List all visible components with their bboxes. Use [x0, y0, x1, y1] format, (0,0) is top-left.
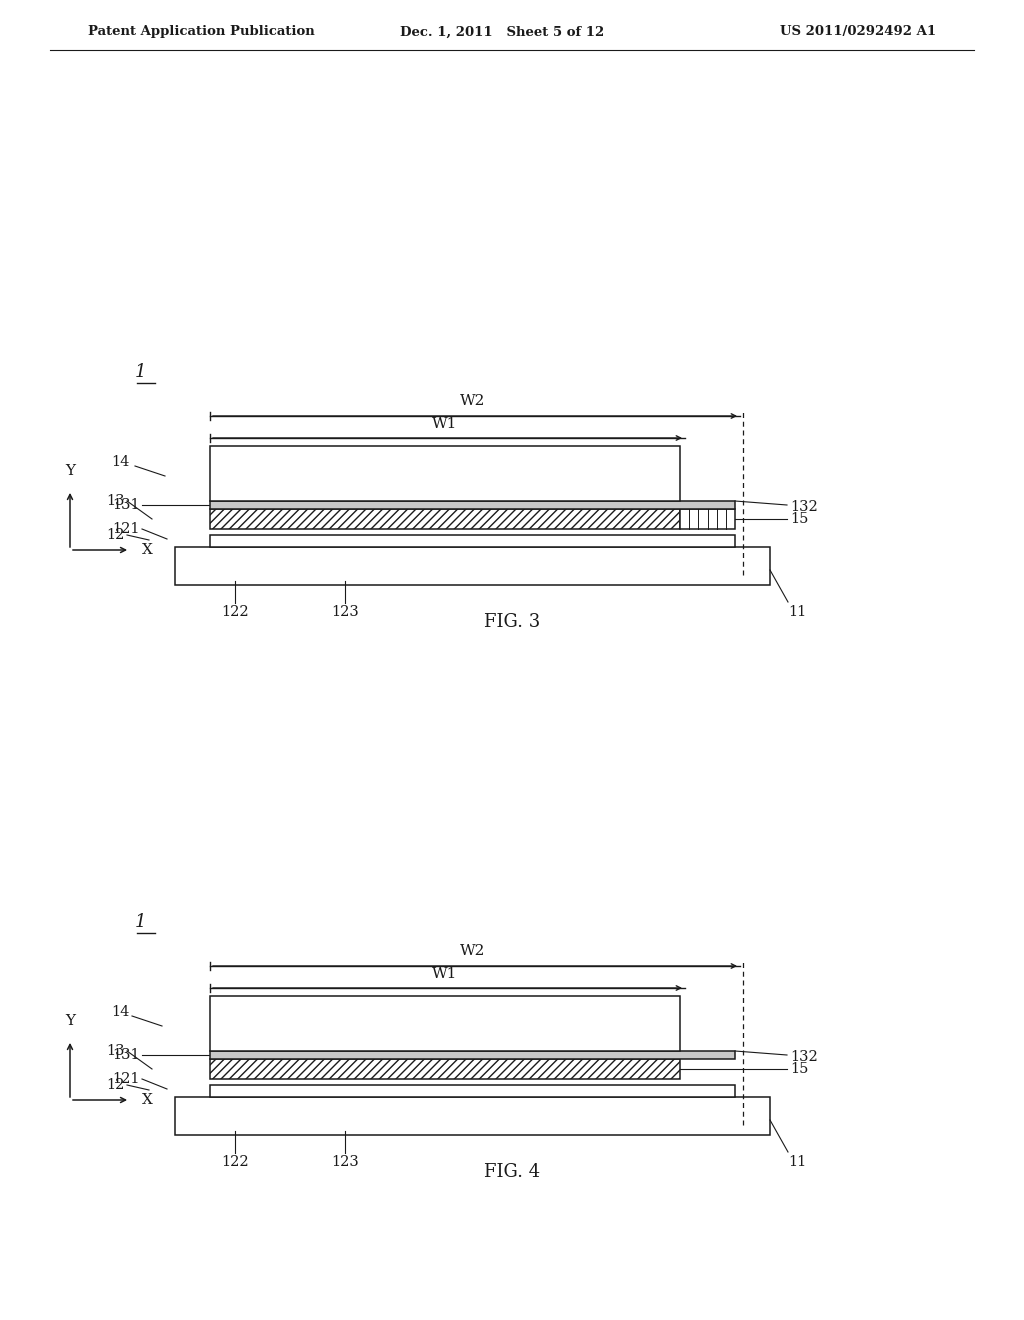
Text: FIG. 3: FIG. 3 [484, 612, 540, 631]
Text: 123: 123 [331, 605, 358, 619]
Bar [175, 546, 770, 585]
Text: 11: 11 [788, 1155, 806, 1170]
Bar [175, 1097, 770, 1135]
Text: 132: 132 [790, 500, 818, 513]
Text: X: X [142, 543, 153, 557]
Text: 133: 133 [326, 462, 354, 477]
Text: 1: 1 [135, 913, 146, 931]
Text: 122: 122 [221, 605, 249, 619]
Text: 12: 12 [106, 1078, 125, 1092]
Text: 13: 13 [106, 494, 125, 508]
Text: 11: 11 [788, 605, 806, 619]
Text: Y: Y [65, 1014, 75, 1028]
Text: 123: 123 [331, 1155, 358, 1170]
Text: W2: W2 [460, 944, 485, 958]
Bar [680, 510, 735, 529]
Text: 133: 133 [326, 1012, 354, 1026]
Text: 131: 131 [113, 498, 140, 512]
Bar [210, 535, 735, 546]
Text: 1: 1 [135, 363, 146, 381]
Text: 15: 15 [790, 1063, 808, 1076]
Bar [210, 1059, 680, 1078]
Text: X: X [142, 1093, 153, 1107]
Text: 131: 131 [113, 1048, 140, 1063]
Text: 122: 122 [221, 1155, 249, 1170]
Bar [210, 510, 680, 529]
Text: 121: 121 [113, 521, 140, 536]
Text: W1: W1 [432, 417, 458, 432]
Text: Patent Application Publication: Patent Application Publication [88, 25, 314, 38]
Bar [210, 502, 735, 510]
Text: 121: 121 [113, 1072, 140, 1086]
Text: FIG. 4: FIG. 4 [484, 1163, 540, 1181]
Text: 132: 132 [790, 1049, 818, 1064]
Text: US 2011/0292492 A1: US 2011/0292492 A1 [780, 25, 936, 38]
Text: W1: W1 [432, 968, 458, 981]
Text: 14: 14 [112, 1005, 130, 1019]
Text: Y: Y [65, 465, 75, 478]
Text: Dec. 1, 2011   Sheet 5 of 12: Dec. 1, 2011 Sheet 5 of 12 [400, 25, 604, 38]
Bar [210, 1085, 735, 1097]
Text: 13: 13 [106, 1044, 125, 1059]
Text: 14: 14 [112, 455, 130, 469]
Text: 12: 12 [106, 528, 125, 543]
Bar [210, 1051, 735, 1059]
Bar [210, 997, 680, 1051]
Text: 15: 15 [790, 512, 808, 525]
Text: W2: W2 [460, 393, 485, 408]
Bar [210, 446, 680, 502]
